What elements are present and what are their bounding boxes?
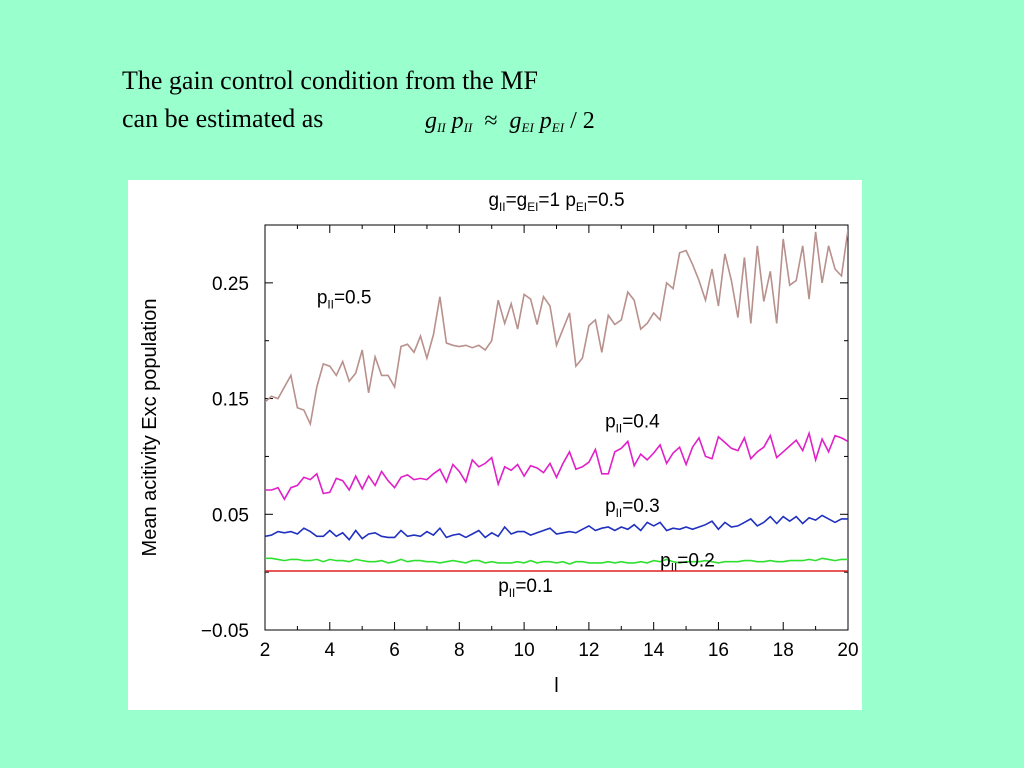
series-line-p03 — [265, 514, 848, 541]
x-tick-label: 6 — [389, 640, 400, 661]
x-tick-label: 16 — [708, 640, 729, 661]
series-line-p05 — [265, 229, 848, 427]
formula-p-ei: p — [539, 108, 552, 134]
series-line-p04 — [265, 430, 848, 501]
plot-frame — [264, 224, 849, 631]
formula-p-ii-sub: II — [463, 120, 473, 135]
x-tick-label: 14 — [643, 640, 665, 661]
formula-g-ii-sub: II — [437, 120, 446, 135]
formula-divide-two: / 2 — [570, 108, 595, 134]
y-axis-label: Mean acitivity Exc population — [139, 299, 161, 557]
series-label-p02: pII=0.2 — [660, 550, 715, 574]
series-label-p05: pII=0.5 — [317, 288, 372, 312]
x-tick-label: 18 — [773, 640, 794, 661]
series-label-p04: pII=0.4 — [605, 412, 660, 436]
y-tick-label: 0.05 — [212, 505, 249, 526]
series-line-p02 — [265, 557, 848, 565]
x-tick-label: 10 — [514, 640, 535, 661]
formula-g-ii: g — [425, 108, 437, 134]
chart-title: gII=gEI=1 pEI=0.5 — [488, 190, 624, 214]
heading-line-2: can be estimated as — [122, 104, 324, 133]
formula-g-ei: g — [509, 108, 522, 134]
gain-control-formula: gII pII ≈ gEI pEI / 2 — [425, 108, 595, 136]
formula-g-ei-sub: EI — [521, 120, 534, 135]
slide-heading: The gain control condition from the MF c… — [122, 62, 538, 138]
chart-panel: 2 4 6 8 10 12 14 16 18 20 −0.05 0.05 0.15 0.25 l Mean a… — [128, 180, 862, 710]
y-tick-label: −0.05 — [201, 621, 249, 642]
formula-p-ii: p — [451, 108, 464, 134]
y-tick-label: 0.15 — [212, 390, 249, 411]
formula-p-ei-sub: EI — [551, 120, 565, 135]
x-tick-label: 4 — [324, 640, 335, 661]
heading-line-1: The gain control condition from the MF — [122, 66, 538, 95]
line-chart: 2 4 6 8 10 12 14 16 18 20 −0.05 0.05 0.15 0.25 l Mean a… — [139, 190, 859, 697]
x-axis-label: l — [554, 675, 558, 697]
series-label-p01: pII=0.1 — [498, 576, 553, 600]
formula-approx-sign: ≈ — [484, 108, 498, 134]
x-tick-label: 8 — [454, 640, 465, 661]
series-label-p03: pII=0.3 — [605, 496, 660, 520]
x-tick-label: 12 — [578, 640, 599, 661]
y-tick-label: 0.25 — [212, 274, 249, 295]
x-tick-label: 20 — [837, 640, 858, 661]
x-tick-label: 2 — [260, 640, 271, 661]
